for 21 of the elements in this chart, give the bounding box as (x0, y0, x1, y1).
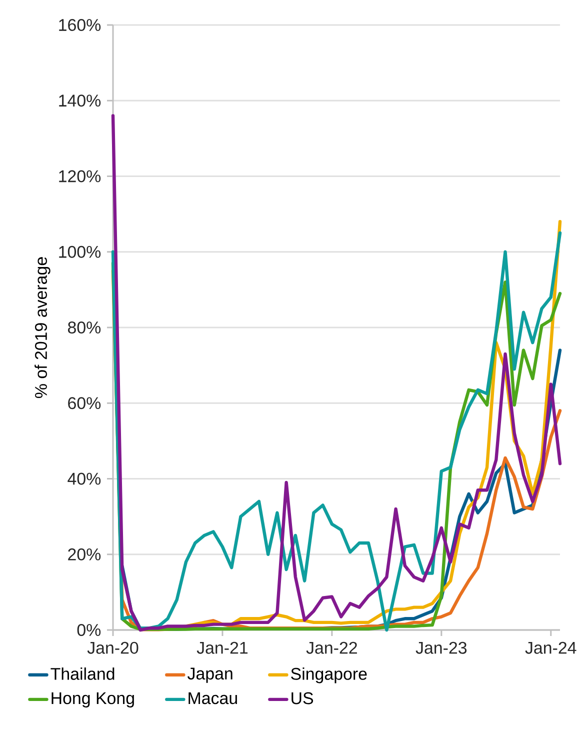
legend-label: Singapore (291, 667, 367, 684)
legend-label: US (292, 692, 314, 704)
x-tick-label: Jan-20 (87, 642, 138, 654)
y-axis-title: % of 2019 average (34, 257, 50, 398)
legend-label: Macau (188, 692, 237, 704)
y-tick-label: 20% (68, 548, 101, 560)
x-tick-label: Jan-23 (416, 642, 467, 654)
y-tick-label: 100% (59, 246, 101, 258)
y-tick-label: 120% (59, 170, 101, 182)
y-tick-label: 60% (68, 397, 101, 410)
y-tick-label: 140% (59, 94, 101, 107)
legend-label: Thailand (50, 667, 114, 680)
legend-label: Hong Kong (52, 692, 134, 708)
y-tick-label: 40% (68, 472, 101, 485)
x-tick-label: Jan-22 (306, 642, 357, 654)
y-tick-label: 0% (77, 624, 101, 636)
x-tick-label: Jan-24 (525, 642, 576, 654)
x-tick-label: Jan-21 (196, 642, 248, 654)
legend-label: Japan (188, 668, 232, 683)
y-tick-label: 160% (59, 18, 101, 31)
y-tick-label: 80% (68, 322, 101, 334)
